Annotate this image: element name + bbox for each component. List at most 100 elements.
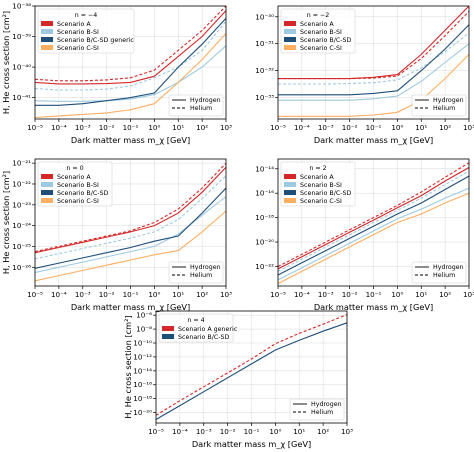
x-tick-label: 10¹ bbox=[293, 427, 305, 436]
legend-entry: Scenario A bbox=[300, 174, 334, 181]
x-axis-label: Dark matter mass m_χ [GeV] bbox=[314, 135, 433, 145]
legend-entry: Scenario B/C-SD bbox=[300, 37, 351, 44]
x-tick-label: 10³ bbox=[463, 123, 474, 132]
legend-swatch bbox=[41, 190, 53, 195]
legend-entry: Scenario A generic bbox=[178, 326, 238, 333]
legend-entry: Scenario A bbox=[300, 21, 334, 28]
series-line-scenario-b-si-hydrogen bbox=[278, 43, 470, 101]
series-line-scenario-a-hydrogen bbox=[34, 10, 227, 85]
y-tick-label: 10⁻²⁰ bbox=[255, 238, 274, 247]
legend-swatch bbox=[284, 182, 296, 187]
y-tick-label: 10⁻²³ bbox=[12, 200, 31, 209]
x-tick-label: 10² bbox=[317, 427, 329, 436]
x-tick-label: 10⁻² bbox=[99, 290, 115, 299]
x-axis-label: Dark matter mass m_χ [GeV] bbox=[71, 302, 190, 312]
legend-title: n = 4 bbox=[187, 317, 204, 324]
series-line-scenario-b-si-helium bbox=[34, 175, 227, 260]
x-tick-label: 10⁰ bbox=[391, 290, 403, 299]
legend-entry: Hydrogen bbox=[190, 97, 221, 104]
y-tick-label: 10⁻¹⁶ bbox=[255, 189, 274, 198]
x-tick-label: 10¹ bbox=[415, 123, 427, 132]
legend-entry: Helium bbox=[311, 409, 333, 416]
series-line-scenario-a-helium bbox=[277, 162, 470, 267]
y-tick-label: 10⁻¹⁰ bbox=[133, 339, 152, 348]
x-tick-label: 10⁻⁴ bbox=[294, 123, 310, 132]
series-line-scenario-bc-sd-hydrogen bbox=[155, 322, 348, 420]
x-tick-label: 10⁻¹ bbox=[366, 123, 382, 132]
legend-entry: Helium bbox=[433, 272, 455, 279]
x-axis-label: Dark matter mass m_χ [GeV] bbox=[71, 135, 190, 145]
legend-box bbox=[37, 8, 135, 54]
chart-panel-3: 10⁻⁵ 10⁻⁴ 10⁻³ 10⁻² 10⁻¹ 10⁰ 10¹ 10² 10³ 10⁻²⁶ 10⁻… bbox=[1, 158, 232, 312]
x-axis-label: Dark matter mass m_χ [GeV] bbox=[314, 302, 433, 312]
series-line-scenario-bc-sd-hydrogen bbox=[278, 24, 470, 96]
legend-entry: Hydrogen bbox=[433, 264, 464, 271]
legend-swatch bbox=[41, 182, 53, 187]
y-axis-label: H, He cross section [cm²] bbox=[1, 171, 11, 274]
series-line-scenario-bc-sd-hydrogen bbox=[277, 175, 470, 276]
x-tick-label: 10⁻⁵ bbox=[270, 290, 286, 299]
series-line-scenario-b-si-helium bbox=[277, 170, 470, 272]
x-tick-label: 10⁻⁵ bbox=[27, 290, 43, 299]
chart-panel-1: 10⁻⁵ 10⁻⁴ 10⁻³ 10⁻² 10⁻¹ 10⁰ 10¹ 10² 10³ 10⁻⁴¹ 10⁻… bbox=[1, 2, 232, 146]
legend-title: n = 2 bbox=[309, 165, 326, 172]
x-tick-label: 10⁻³ bbox=[196, 427, 212, 436]
x-tick-label: 10⁻⁵ bbox=[148, 427, 164, 436]
y-axis-label: H, He cross section [cm²] bbox=[1, 11, 11, 114]
x-tick-label: 10³ bbox=[341, 427, 353, 436]
y-tick-label: 10⁻¹⁴ bbox=[133, 366, 152, 375]
x-tick-label: 10³ bbox=[463, 290, 474, 299]
x-tick-label: 10⁻³ bbox=[75, 123, 91, 132]
legend-box bbox=[37, 161, 113, 207]
y-tick-label: 10⁻¹⁸ bbox=[133, 394, 152, 403]
legend-swatch bbox=[284, 37, 296, 42]
plot-frame bbox=[34, 158, 227, 287]
series-line-scenario-a-helium bbox=[278, 11, 470, 80]
y-tick-label: 10⁻²² bbox=[12, 179, 31, 188]
y-tick-label: 10⁻³⁹ bbox=[12, 32, 31, 41]
y-tick-label: 10⁻²⁴ bbox=[12, 221, 31, 230]
y-tick-label: 10⁻¹⁴ bbox=[255, 164, 274, 173]
x-tick-label: 10⁻⁴ bbox=[51, 123, 67, 132]
series-line-scenario-b-si-helium bbox=[34, 20, 227, 91]
chart-panel-4: 10⁻⁵ 10⁻⁴ 10⁻³ 10⁻² 10⁻¹ 10⁰ 10¹ 10² 10³ 10⁻²² 10⁻… bbox=[255, 158, 474, 312]
y-tick-label: 10⁻²² bbox=[255, 262, 274, 271]
y-tick-label: 10⁻²⁵ bbox=[12, 242, 31, 251]
y-tick-label: 10⁻²⁰ bbox=[133, 408, 152, 417]
x-tick-label: 10⁻² bbox=[342, 123, 358, 132]
x-tick-label: 10⁻¹ bbox=[366, 290, 382, 299]
x-tick-label: 10⁻⁵ bbox=[270, 123, 286, 132]
x-tick-label: 10² bbox=[439, 290, 451, 299]
y-tick-label: 10⁻³² bbox=[255, 66, 274, 75]
legend-entry: Helium bbox=[433, 105, 455, 112]
x-tick-label: 10³ bbox=[220, 290, 232, 299]
plot-frame bbox=[277, 5, 470, 120]
series-line-scenario-a-hydrogen bbox=[277, 167, 470, 270]
legend-swatch bbox=[284, 190, 296, 195]
series-line-scenario-a-helium bbox=[34, 162, 227, 253]
x-tick-label: 10⁻⁴ bbox=[294, 290, 310, 299]
legend-swatch bbox=[162, 326, 174, 331]
legend-swatch bbox=[41, 21, 53, 26]
x-axis-label: Dark matter mass m_χ [GeV] bbox=[192, 439, 311, 449]
legend-entry: Scenario B/C-SD generic bbox=[57, 37, 134, 44]
chart-panel-2: 10⁻⁵ 10⁻⁴ 10⁻³ 10⁻² 10⁻¹ 10⁰ 10¹ 10² 10³ 10⁻³³ 10⁻… bbox=[255, 5, 474, 145]
x-tick-label: 10² bbox=[196, 290, 208, 299]
x-tick-label: 10⁰ bbox=[269, 427, 281, 436]
x-tick-label: 10¹ bbox=[172, 123, 184, 132]
legend-entry: Hydrogen bbox=[433, 97, 464, 104]
y-tick-label: 10⁻¹⁸ bbox=[255, 213, 274, 222]
legend-entry: Scenario A bbox=[57, 174, 91, 181]
y-tick-label: 10⁻³⁸ bbox=[12, 2, 31, 11]
x-tick-label: 10⁻² bbox=[99, 123, 115, 132]
legend-entry: Scenario C-SI bbox=[57, 45, 99, 52]
y-tick-label: 10⁻¹² bbox=[133, 352, 152, 361]
y-tick-label: 10⁻⁶ bbox=[136, 311, 152, 320]
plot-frame bbox=[155, 310, 348, 424]
legend-entry: Scenario B-SI bbox=[57, 182, 99, 189]
